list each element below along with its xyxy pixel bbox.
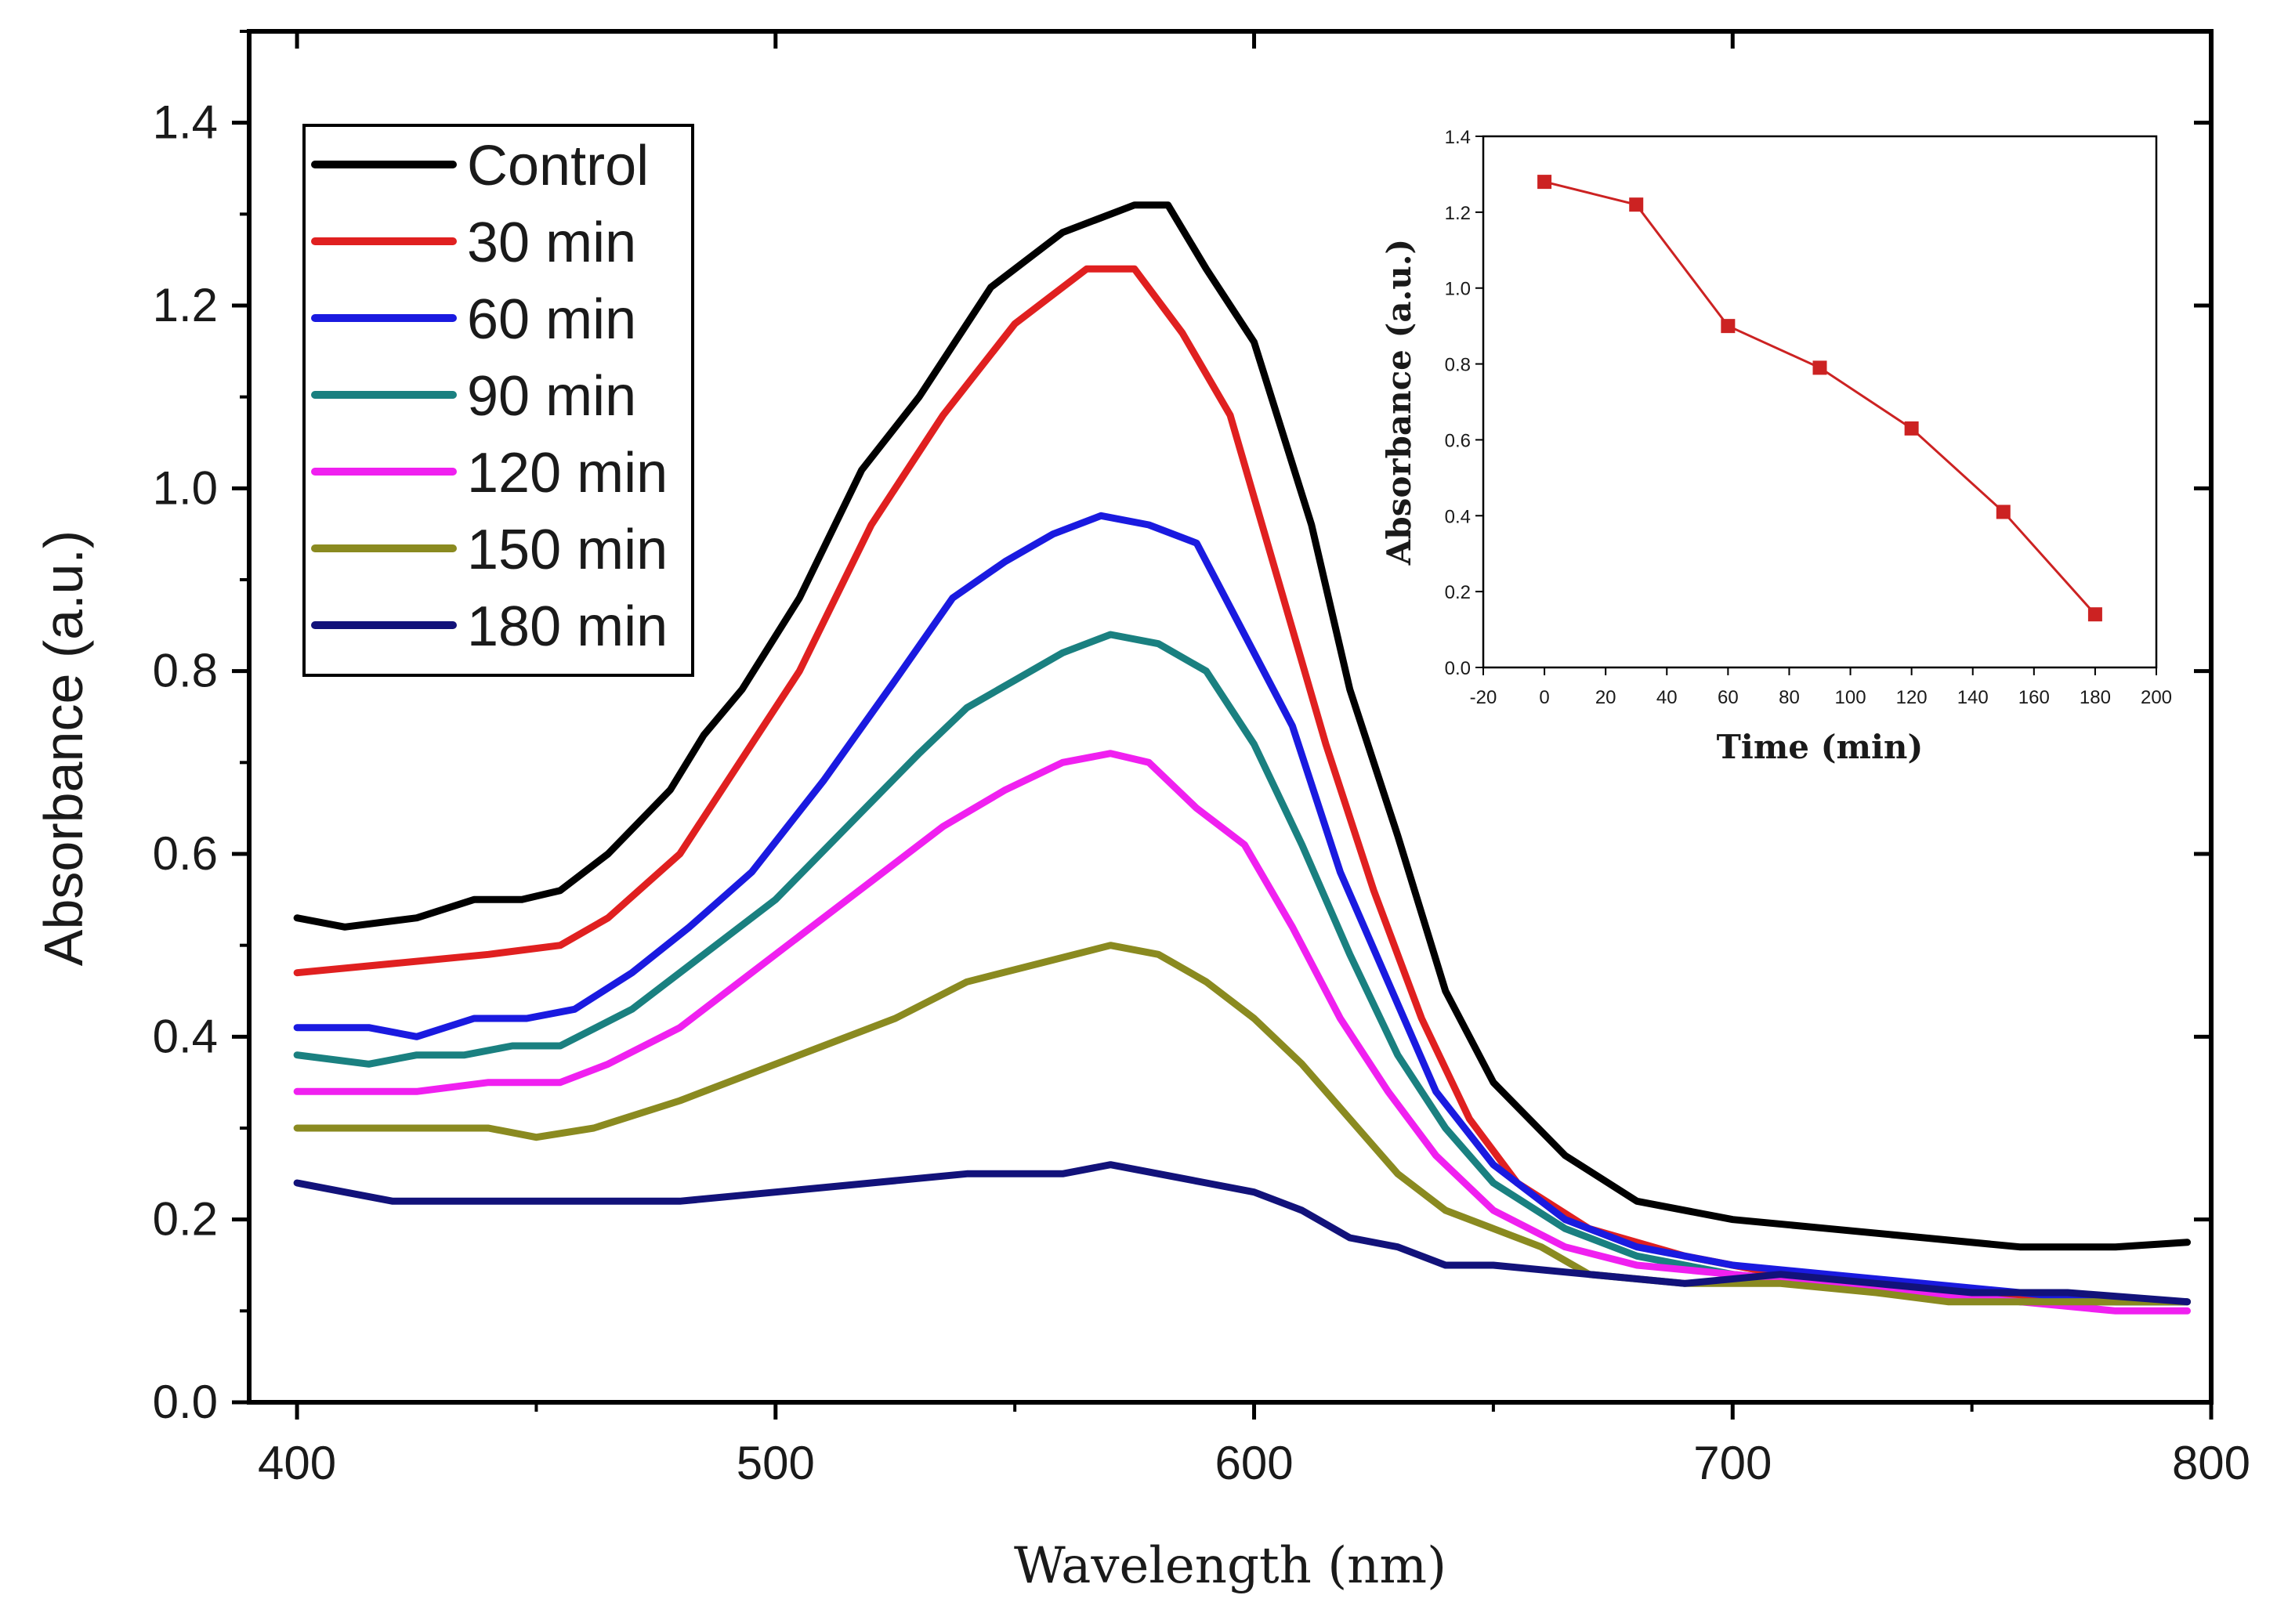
y-tick-label: 0.0 (153, 1376, 218, 1428)
inset-x-tick-label: 180 (2080, 687, 2111, 708)
inset-x-tick-label: 80 (1779, 687, 1800, 708)
inset-x-tick-label: 0 (1539, 687, 1549, 708)
legend: Control 30 min 60 min 90 min 120 min 150 min 1… (302, 124, 694, 677)
y-tick-label: 0.2 (153, 1193, 218, 1246)
legend-box (302, 124, 694, 677)
x-tick-label: 700 (1693, 1437, 1772, 1489)
legend-label: 60 min (467, 288, 636, 351)
y-tick-label: 0.6 (153, 827, 218, 880)
inset-y-axis-title: Absorbance (a.u.) (1380, 239, 1418, 566)
legend-label: 90 min (467, 365, 636, 428)
x-tick-label: 500 (737, 1437, 815, 1489)
inset-x-tick-label: -20 (1470, 687, 1497, 708)
legend-label: 150 min (467, 519, 668, 581)
inset-y-ticks: 0.0 0.2 0.4 0.6 0.8 1.0 1.2 1.4 (1445, 127, 1483, 679)
series-line-180-min (293, 1161, 2191, 1306)
inset-y-tick-label: 0.4 (1445, 506, 1471, 527)
legend-label: 30 min (467, 212, 636, 274)
inset-x-axis-title: Time (min) (1717, 728, 1924, 766)
y-tick-label: 1.0 (153, 461, 218, 514)
inset-y-tick-label: 1.0 (1445, 279, 1471, 300)
main-x-axis-title: Wavelength (nm) (1014, 1537, 1446, 1595)
inset-data-point (1629, 197, 1644, 212)
inset-chart: -20 0 20 40 60 80 100 120 140 160 180 200 0.0 0.2 0.4… (1380, 127, 2172, 766)
main-chart: 400 500 600 700 800 0.00.20.40.60.81.01.21.4… (33, 29, 2250, 1595)
inset-data-point (1904, 421, 1919, 436)
y-tick-label: 1.4 (153, 96, 218, 149)
inset-x-tick-label: 120 (1896, 687, 1928, 708)
main-y-axis-title: Absorbance (a.u.) (33, 530, 94, 966)
y-tick-label: 1.2 (153, 279, 218, 331)
legend-label: 180 min (467, 595, 668, 658)
inset-y-tick-label: 0.8 (1445, 355, 1471, 376)
inset-x-tick-label: 60 (1718, 687, 1739, 708)
main-plot-frame (247, 29, 2214, 1405)
main-y-ticks: 0.0 0.2 0.4 0.6 0.8 1.0 1.2 1.4 (153, 30, 2211, 1428)
series-line-150-min (293, 942, 2191, 1306)
main-x-ticks: 400 500 600 700 800 (258, 31, 2250, 1489)
inset-data-point (1812, 360, 1827, 375)
inset-x-tick-label: 200 (2141, 687, 2172, 708)
x-tick-label: 800 (2172, 1437, 2250, 1489)
inset-y-tick-label: 0.0 (1445, 658, 1471, 679)
inset-data-point (1537, 175, 1552, 190)
x-tick-label: 600 (1215, 1437, 1293, 1489)
inset-plot-frame (1482, 135, 2158, 669)
inset-y-tick-label: 0.6 (1445, 430, 1471, 451)
legend-label: 120 min (467, 442, 668, 505)
inset-data-point (1721, 319, 1736, 334)
main-series-group (293, 201, 2191, 1315)
inset-markers (1537, 175, 2102, 622)
inset-x-tick-label: 40 (1656, 687, 1678, 708)
series-line-control (293, 201, 2191, 1251)
legend-label: Control (467, 135, 649, 197)
inset-x-tick-label: 100 (1835, 687, 1866, 708)
inset-data-point (1996, 505, 2011, 519)
inset-x-ticks: -20 0 20 40 60 80 100 120 140 160 180 200 (1470, 667, 2172, 708)
y-tick-label: 0.8 (153, 645, 218, 697)
x-tick-label: 400 (258, 1437, 336, 1489)
inset-x-tick-label: 20 (1595, 687, 1616, 708)
inset-x-tick-label: 140 (1957, 687, 1989, 708)
inset-x-tick-label: 160 (2018, 687, 2050, 708)
y-tick-label: 0.4 (153, 1010, 218, 1062)
inset-y-tick-label: 1.4 (1445, 127, 1471, 148)
inset-y-tick-label: 1.2 (1445, 203, 1471, 224)
series-line-60-min (293, 512, 2191, 1306)
inset-y-tick-label: 0.2 (1445, 582, 1471, 603)
inset-data-point (2087, 607, 2102, 622)
